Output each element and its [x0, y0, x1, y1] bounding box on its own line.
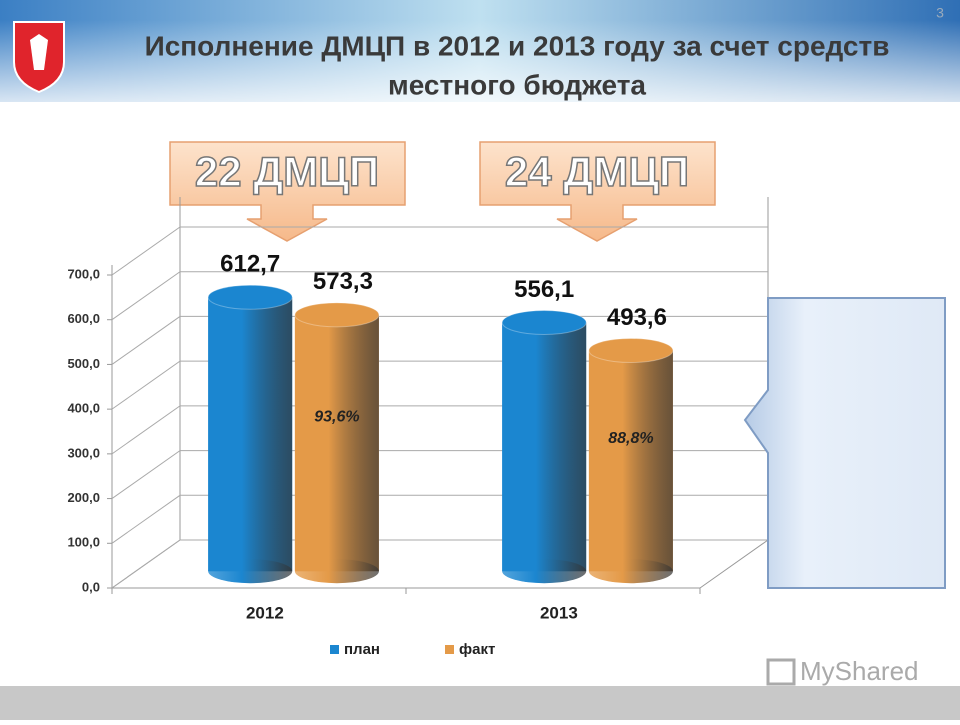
legend-swatch	[330, 645, 339, 654]
legend-label: факт	[459, 641, 495, 658]
bar	[588, 337, 674, 584]
x-tick-label: 2013	[540, 603, 578, 622]
y-tick-label: 700,0	[67, 266, 100, 281]
title-line: местного бюджета	[388, 69, 646, 100]
annotation: 93,6%	[314, 409, 359, 426]
bar-shade	[502, 322, 587, 572]
callout-text: 24 ДМЦП	[505, 148, 689, 195]
bar-top	[501, 310, 587, 336]
grid-line	[111, 271, 768, 321]
title-line: Исполнение ДМЦП в 2012 и 2013 году за сч…	[145, 30, 890, 61]
bar	[207, 284, 293, 584]
bar-shade	[294, 314, 379, 572]
value-label: 556,1	[514, 276, 574, 303]
bar-bottom	[502, 559, 587, 584]
y-tick-label: 0,0	[82, 579, 100, 594]
footer-band	[0, 686, 960, 720]
grid-line	[111, 226, 768, 276]
bar-top	[294, 302, 380, 328]
page-number: 3	[936, 5, 944, 21]
y-tick-label: 300,0	[67, 445, 100, 460]
callout: 24 ДМЦП	[479, 141, 716, 242]
annotation: 88,8%	[608, 430, 653, 447]
bar-bottom	[588, 559, 673, 584]
value-label: 612,7	[220, 251, 280, 278]
bar-shade	[588, 350, 673, 572]
bar	[294, 302, 380, 584]
y-tick-label: 500,0	[67, 356, 100, 371]
watermark-icon	[766, 658, 796, 686]
bar	[501, 310, 587, 584]
callout-text: 22 ДМЦП	[195, 148, 379, 195]
y-tick-label: 600,0	[67, 311, 100, 326]
header-glow	[0, 20, 960, 102]
plot: 0,0 100,0 200,0 300,0 400,0 500,0 600,0 700,0 20…	[67, 197, 769, 658]
value-label: 573,3	[313, 268, 373, 295]
x-tick-label: 2012	[246, 603, 284, 622]
bar-bottom	[208, 559, 293, 584]
legend-label: план	[344, 641, 380, 658]
y-tick-label: 400,0	[67, 401, 100, 416]
y-tick-label: 100,0	[67, 535, 100, 550]
note-box	[743, 297, 946, 589]
value-label: 493,6	[607, 304, 667, 331]
bar-bottom	[294, 559, 379, 584]
legend-swatch	[445, 645, 454, 654]
y-tick-label: 200,0	[67, 490, 100, 505]
callout: 22 ДМЦП	[169, 141, 406, 242]
bar-top	[588, 337, 674, 363]
bar-top	[207, 284, 293, 310]
logo-figure	[30, 34, 48, 70]
bar-shade	[208, 297, 293, 572]
watermark: MyShared	[800, 656, 919, 686]
